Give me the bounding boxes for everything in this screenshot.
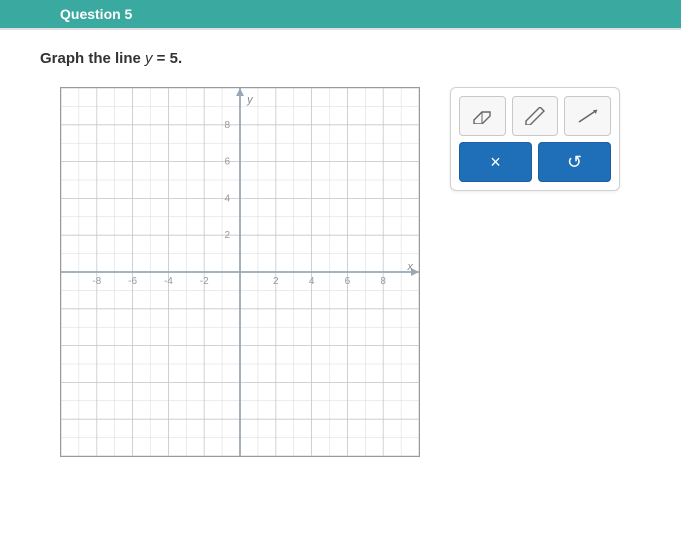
prompt-eq: = — [153, 50, 170, 67]
tool-row-top — [459, 96, 611, 136]
prompt-var: y — [145, 50, 153, 67]
svg-text:-8: -8 — [92, 276, 101, 287]
prompt-prefix: Graph the line — [40, 50, 145, 67]
question-label: Question 5 — [60, 6, 132, 22]
svg-text:4: 4 — [309, 276, 315, 287]
reset-button[interactable]: ↺ — [538, 142, 611, 182]
content-area: Graph the line y = 5. 2 4 6 8 -8 -6 -4 -2 2 4 6 8 y… — [0, 28, 681, 548]
svg-text:2: 2 — [273, 276, 279, 287]
svg-text:8: 8 — [380, 276, 386, 287]
prompt-value: 5 — [170, 50, 178, 67]
work-area: 2 4 6 8 -8 -6 -4 -2 2 4 6 8 y x — [40, 87, 641, 457]
pencil-tool-button[interactable] — [512, 96, 559, 136]
tool-panel: × ↺ — [450, 87, 620, 191]
pencil-icon — [524, 107, 546, 125]
question-header: Question 5 — [0, 0, 681, 28]
svg-text:2: 2 — [224, 230, 230, 241]
line-icon — [576, 107, 600, 125]
svg-text:-4: -4 — [164, 276, 173, 287]
coordinate-grid[interactable]: 2 4 6 8 -8 -6 -4 -2 2 4 6 8 y x — [60, 87, 420, 457]
clear-button[interactable]: × — [459, 142, 532, 182]
svg-text:8: 8 — [224, 120, 230, 131]
eraser-tool-button[interactable] — [459, 96, 506, 136]
eraser-icon — [470, 108, 494, 124]
reset-icon: ↺ — [567, 152, 582, 173]
y-axis-label: y — [247, 94, 253, 106]
grid-svg[interactable]: 2 4 6 8 -8 -6 -4 -2 2 4 6 8 — [61, 88, 419, 456]
svg-text:-6: -6 — [128, 276, 137, 287]
svg-text:6: 6 — [224, 157, 230, 168]
prompt-suffix: . — [178, 50, 182, 67]
line-tool-button[interactable] — [564, 96, 611, 136]
close-icon: × — [490, 152, 501, 173]
svg-text:-2: -2 — [200, 276, 209, 287]
svg-text:6: 6 — [345, 276, 351, 287]
prompt-text: Graph the line y = 5. — [40, 50, 641, 67]
svg-text:4: 4 — [224, 193, 230, 204]
tool-row-bottom: × ↺ — [459, 142, 611, 182]
x-axis-label: x — [408, 261, 414, 273]
